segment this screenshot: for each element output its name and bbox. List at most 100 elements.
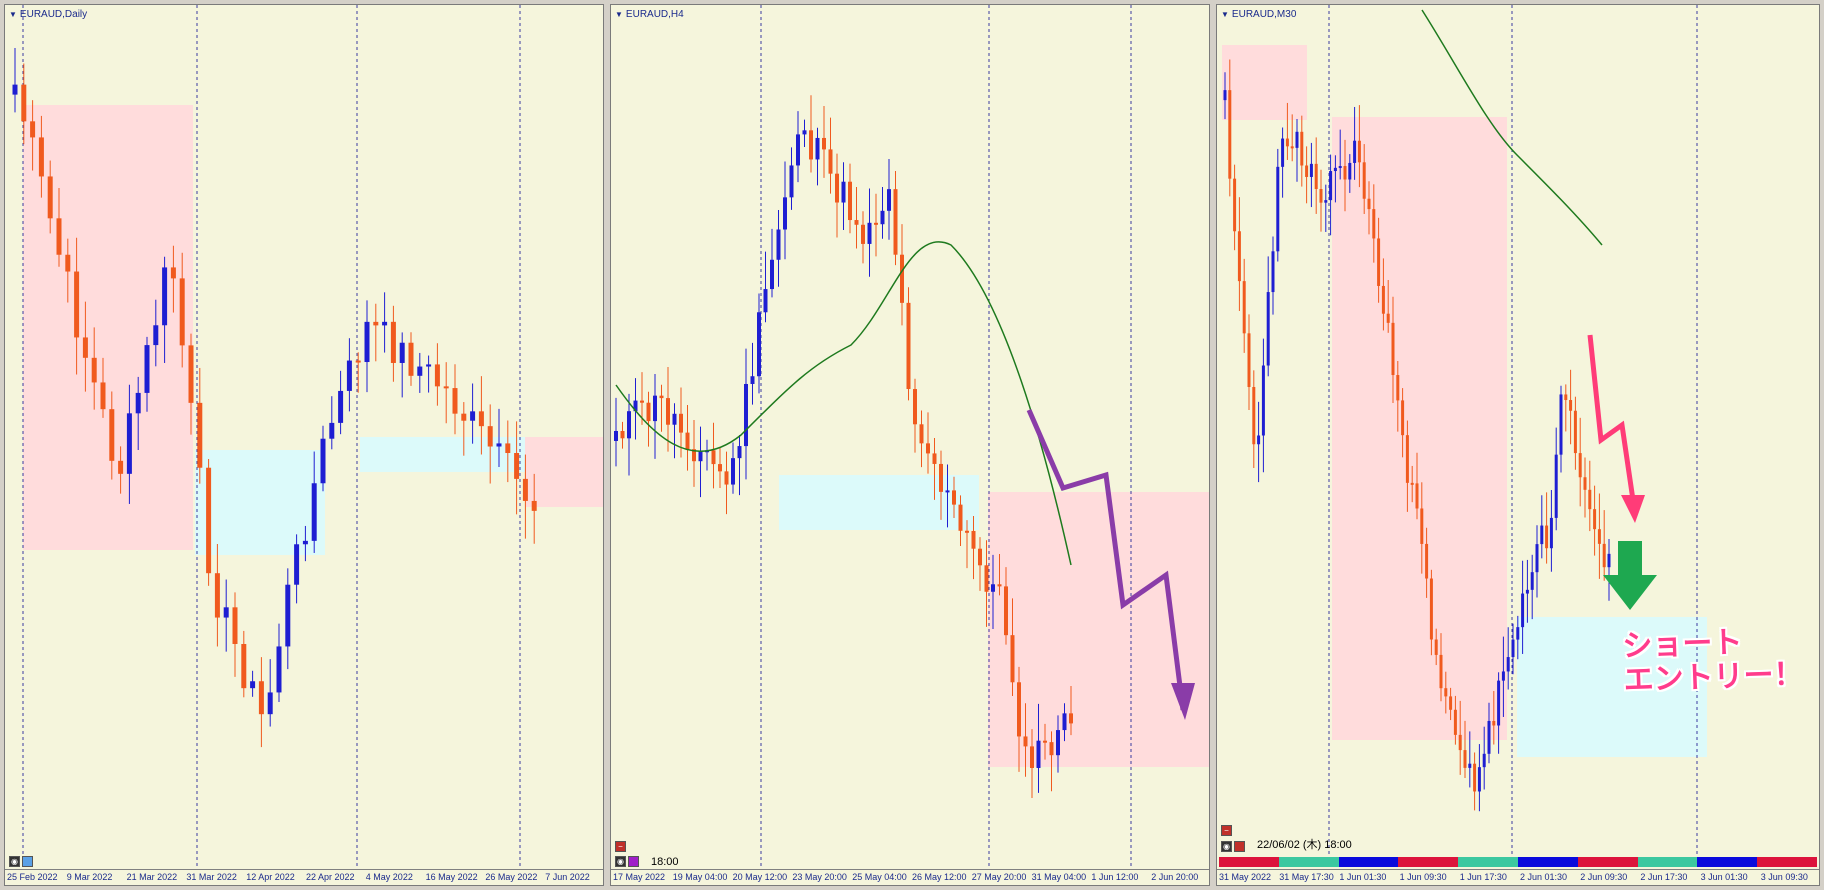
square-icon[interactable] bbox=[1234, 841, 1245, 852]
session-block bbox=[1697, 857, 1758, 867]
candle-body bbox=[1410, 482, 1414, 485]
moving-average-line bbox=[615, 241, 1072, 566]
candle-body bbox=[285, 584, 291, 647]
candle-chart-daily[interactable] bbox=[5, 5, 604, 886]
candle-body bbox=[750, 376, 755, 384]
candle-body bbox=[1578, 453, 1582, 478]
date-tick-label: 21 Mar 2022 bbox=[126, 872, 178, 882]
candle-body bbox=[731, 458, 735, 485]
candle-body bbox=[1329, 171, 1333, 201]
candle-body bbox=[1487, 720, 1491, 754]
candle-body bbox=[776, 229, 781, 260]
dropdown-triangle-icon[interactable]: ▼ bbox=[9, 10, 17, 19]
candle-body bbox=[426, 364, 432, 367]
candle-body bbox=[1516, 627, 1520, 640]
candle-body bbox=[1257, 435, 1261, 445]
chart-title: ▼ EURAUD,Daily bbox=[9, 9, 87, 20]
candle-body bbox=[952, 490, 956, 505]
session-block bbox=[1338, 857, 1399, 867]
candle-body bbox=[1305, 165, 1309, 177]
candle-body bbox=[1062, 713, 1067, 731]
date-axis: 17 May 2022 19 May 04:00 20 May 12:00 23 Ma… bbox=[611, 869, 1209, 885]
date-tick-label: 31 May 2022 bbox=[1219, 872, 1272, 882]
candle-body bbox=[346, 360, 352, 391]
candle-body bbox=[1444, 688, 1448, 697]
candle-body bbox=[1348, 162, 1352, 180]
candle-body bbox=[1324, 200, 1328, 203]
candle-body bbox=[144, 345, 150, 393]
candle-body bbox=[1477, 767, 1481, 792]
candle-body bbox=[1434, 639, 1438, 655]
candle-body bbox=[417, 366, 423, 376]
candle-body bbox=[338, 390, 344, 423]
date-tick-label: 2 Jun 20:00 bbox=[1151, 872, 1199, 882]
candle-body bbox=[197, 402, 203, 468]
session-block bbox=[1278, 857, 1339, 867]
candle-body bbox=[991, 584, 995, 592]
date-axis: 25 Feb 2022 9 Mar 2022 21 Mar 2022 31 Mar 2… bbox=[5, 869, 603, 885]
supply-zone bbox=[988, 492, 1209, 767]
candle-body bbox=[470, 411, 476, 421]
date-tick-label: 31 May 04:00 bbox=[1031, 872, 1087, 882]
candle-body bbox=[1049, 742, 1054, 756]
candle-body bbox=[38, 137, 44, 177]
eye-icon[interactable]: ◉ bbox=[9, 856, 20, 867]
date-tick-label: 2 Jun 09:30 bbox=[1580, 872, 1628, 882]
chart-pane-daily[interactable]: ▼ EURAUD,Daily ◉ 25 Feb 2022 9 Mar 2022 21… bbox=[4, 4, 604, 886]
candle-body bbox=[258, 681, 264, 715]
time-label: 22/06/02 (木) 18:00 bbox=[1257, 839, 1352, 851]
eye-icon[interactable]: ◉ bbox=[615, 856, 626, 867]
candle-body bbox=[12, 84, 18, 95]
candle-body bbox=[1401, 400, 1405, 436]
candle-body bbox=[1468, 763, 1472, 768]
candle-body bbox=[1353, 140, 1357, 163]
candle-body bbox=[965, 530, 969, 533]
candle-body bbox=[633, 400, 638, 412]
chart-toolbar-top: − bbox=[1221, 825, 1232, 836]
chart-pane-h4[interactable]: ▼ EURAUD,H4 − ◉ 18:00 17 May 2022 19 May … bbox=[610, 4, 1210, 886]
dropdown-triangle-icon[interactable]: ▼ bbox=[1221, 10, 1229, 19]
candle-body bbox=[514, 453, 520, 479]
supply-zone bbox=[1222, 45, 1307, 120]
candle-body bbox=[984, 565, 989, 592]
minus-icon[interactable]: − bbox=[1221, 825, 1232, 836]
candle-body bbox=[1607, 553, 1611, 568]
square-icon[interactable] bbox=[628, 856, 639, 867]
candle-chart-h4[interactable] bbox=[611, 5, 1210, 886]
chart-title-text: EURAUD,H4 bbox=[625, 9, 684, 20]
candle-body bbox=[1559, 394, 1563, 455]
chart-pane-m30[interactable]: ▼ EURAUD,M30 − ◉ 22/06/02 (木) 18:00 31 M… bbox=[1216, 4, 1820, 886]
eye-icon[interactable]: ◉ bbox=[1221, 841, 1232, 852]
candle-body bbox=[188, 345, 194, 403]
square-icon[interactable] bbox=[22, 856, 33, 867]
candle-chart-m30[interactable] bbox=[1217, 5, 1820, 886]
date-tick-label: 16 May 2022 bbox=[425, 872, 478, 882]
dropdown-triangle-icon[interactable]: ▼ bbox=[615, 10, 623, 19]
candle-body bbox=[434, 364, 440, 387]
candle-body bbox=[1004, 586, 1008, 636]
candle-body bbox=[478, 411, 484, 427]
candle-body bbox=[1030, 746, 1034, 768]
date-tick-label: 25 Feb 2022 bbox=[7, 872, 58, 882]
candle-body bbox=[1554, 454, 1558, 518]
candle-body bbox=[162, 267, 168, 326]
candle-body bbox=[867, 222, 872, 244]
candle-body bbox=[30, 121, 36, 138]
candle-body bbox=[1530, 572, 1534, 590]
candle-body bbox=[294, 544, 300, 585]
candle-body bbox=[1386, 313, 1390, 323]
session-block bbox=[1757, 857, 1817, 867]
candle-body bbox=[1010, 635, 1015, 683]
date-tick-label: 27 May 20:00 bbox=[971, 872, 1027, 882]
candle-body bbox=[711, 450, 716, 465]
candle-body bbox=[770, 259, 774, 290]
candle-body bbox=[1391, 322, 1395, 376]
candle-body bbox=[874, 222, 878, 225]
candle-body bbox=[1223, 90, 1227, 101]
moving-average-line bbox=[1421, 9, 1603, 246]
candle-body bbox=[1449, 696, 1453, 710]
candle-body bbox=[718, 464, 722, 472]
minus-icon[interactable]: − bbox=[615, 841, 626, 852]
candle-body bbox=[21, 84, 27, 122]
date-tick-label: 22 Apr 2022 bbox=[306, 872, 355, 882]
